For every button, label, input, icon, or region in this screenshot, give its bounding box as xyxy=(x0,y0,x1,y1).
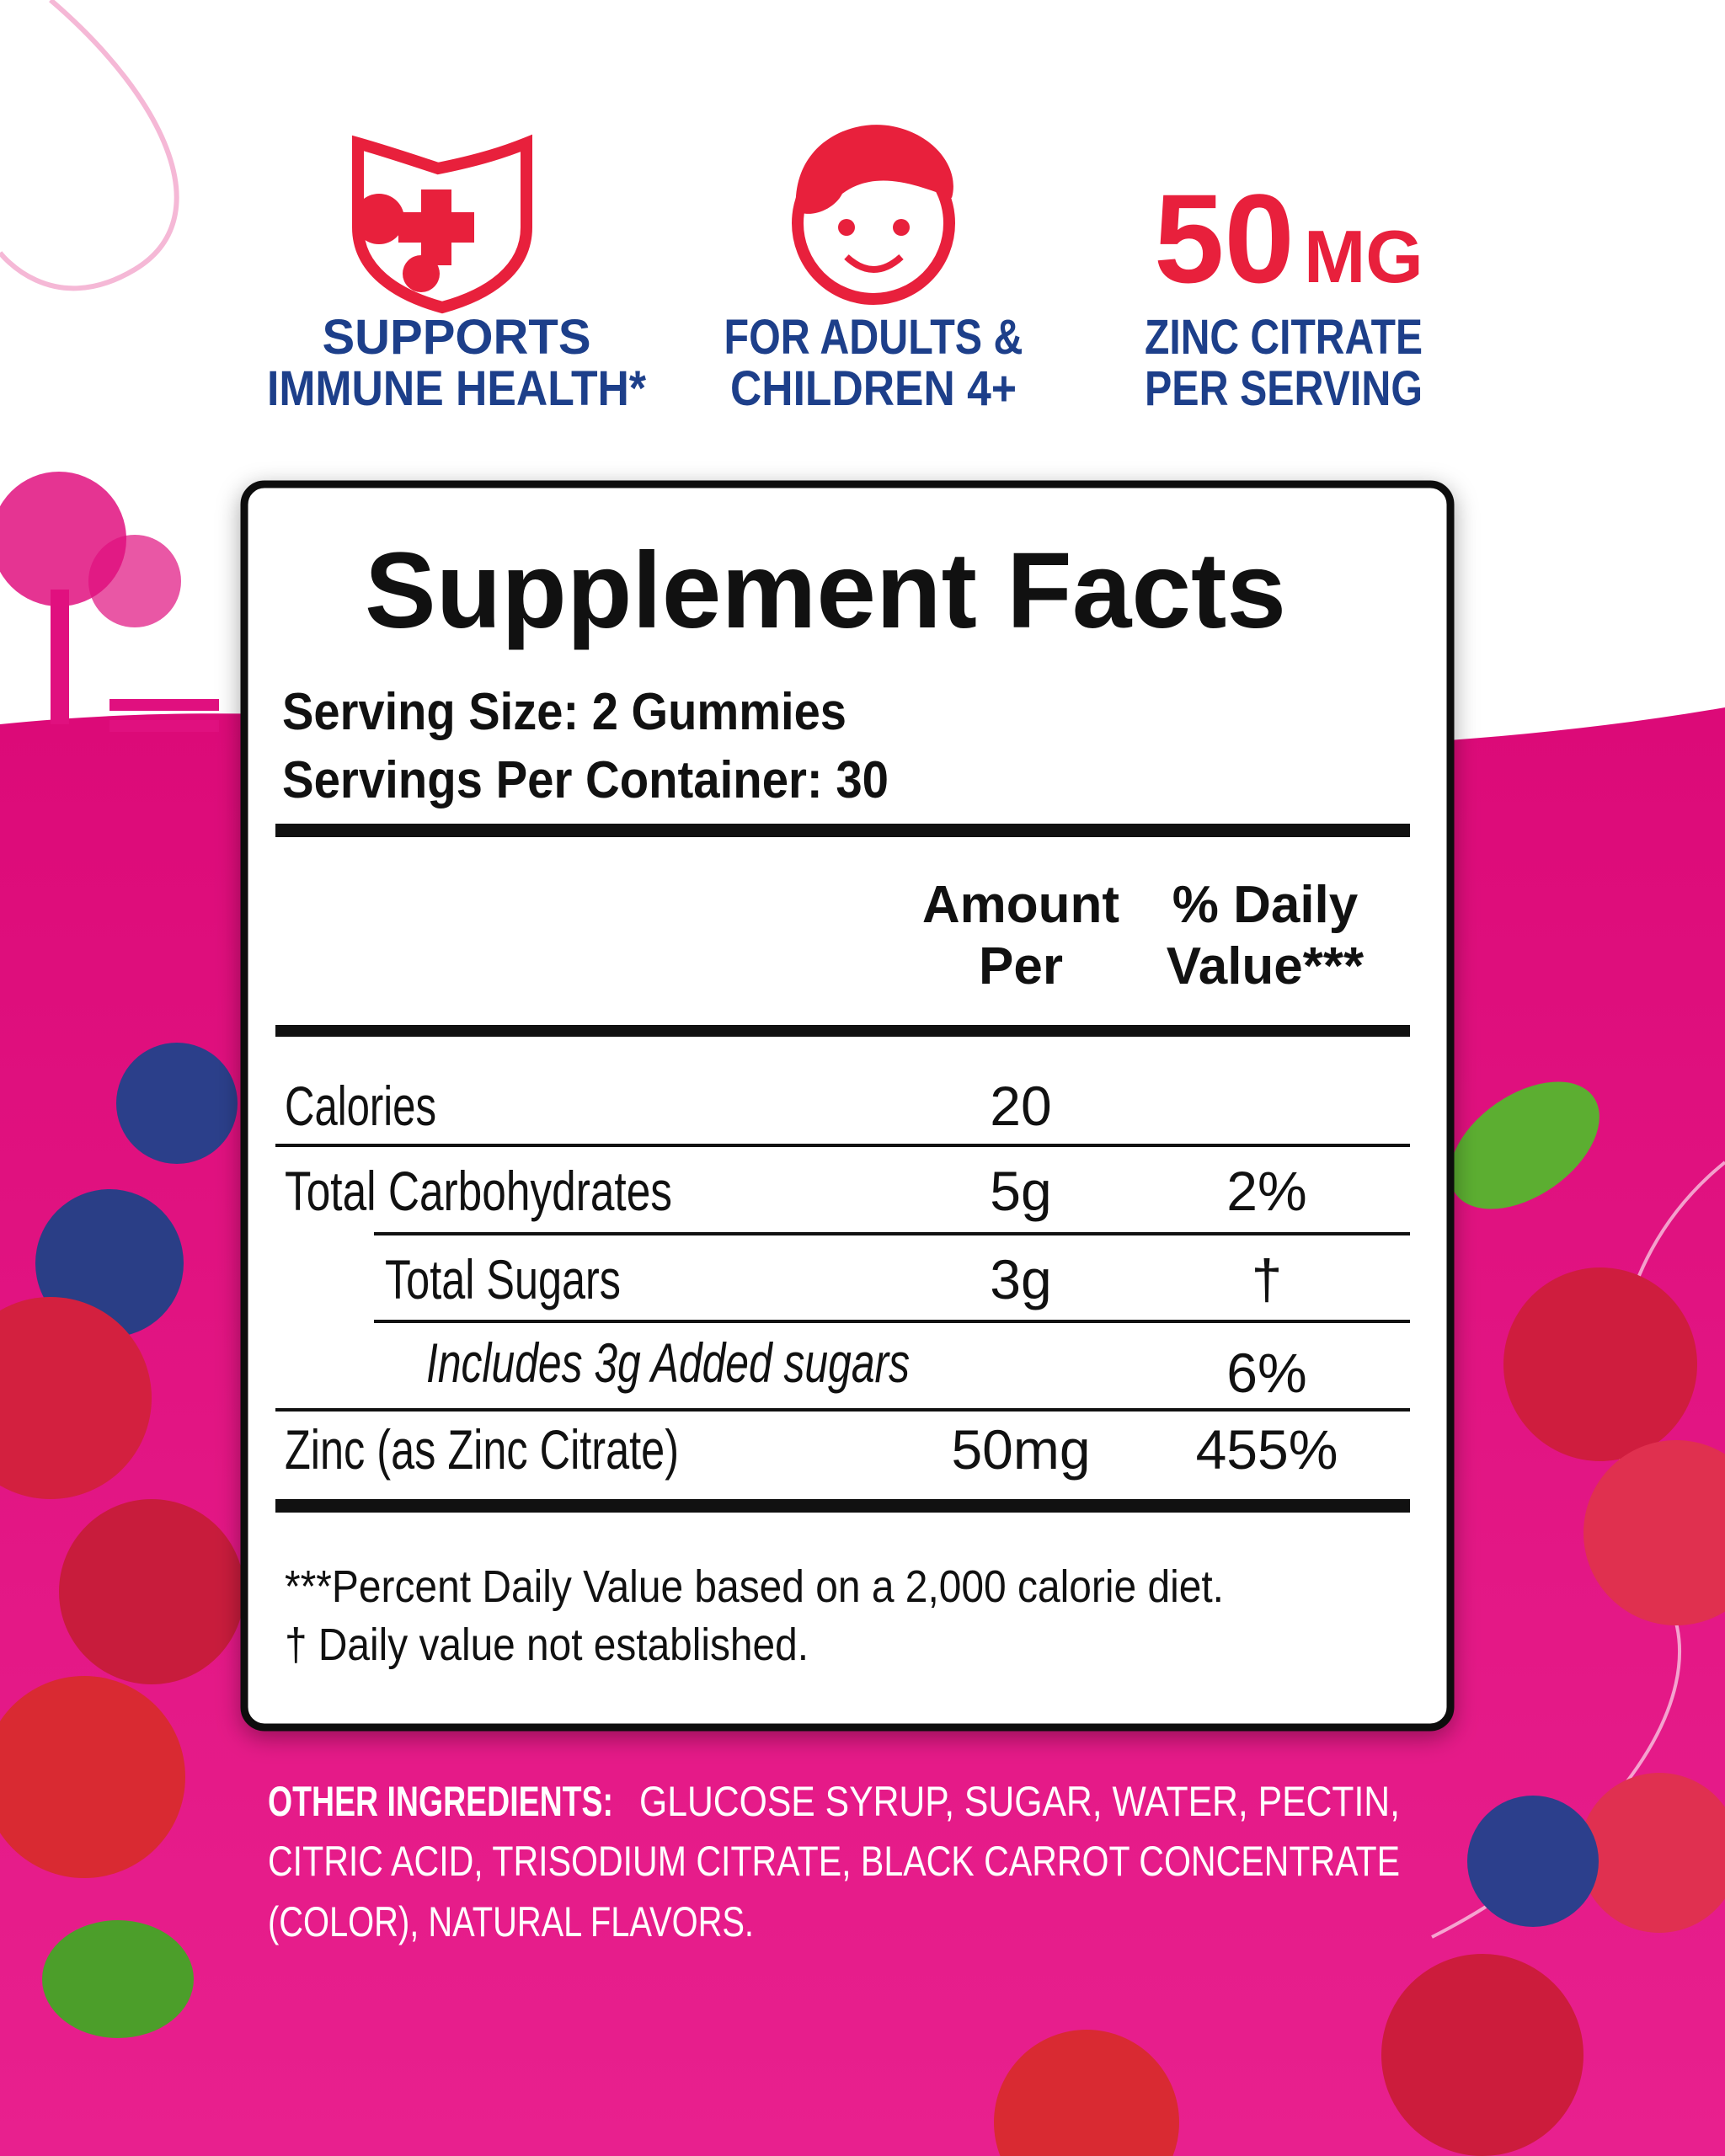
servings-per-container: Servings Per Container: 30 xyxy=(282,751,889,809)
rule-thin xyxy=(275,1144,1410,1147)
nutrient-name: Total Carbohydrates xyxy=(285,1160,672,1222)
column-header: Per xyxy=(979,937,1063,995)
feature-amount: 50 xyxy=(1154,168,1295,309)
facts-title: Supplement Facts xyxy=(365,531,1286,651)
facts-panel xyxy=(240,480,1455,1732)
feature-text: ZINC CITRATE xyxy=(1145,310,1423,365)
rule-thick xyxy=(275,824,1410,837)
feature-text: CHILDREN 4+ xyxy=(730,361,1017,416)
nutrient-name: Zinc (as Zinc Citrate) xyxy=(285,1418,679,1481)
rule-thin xyxy=(275,1408,1410,1412)
nutrient-daily-value: 6% xyxy=(1226,1342,1306,1404)
column-header: % Daily xyxy=(1172,876,1359,934)
ingredients-text: GLUCOSE SYRUP, SUGAR, WATER, PECTIN, xyxy=(639,1778,1400,1825)
nutrient-amount: 20 xyxy=(990,1075,1051,1137)
rule-thick xyxy=(275,1025,1410,1037)
nutrient-daily-value: 2% xyxy=(1226,1160,1306,1222)
nutrient-amount: 5g xyxy=(990,1160,1051,1222)
nutrient-name: Calories xyxy=(285,1075,436,1137)
nutrient-amount: 3g xyxy=(990,1248,1051,1310)
fruit-decoration xyxy=(0,1043,1725,2156)
footnote: † Daily value not established. xyxy=(285,1620,809,1670)
nutrient-amount: 50mg xyxy=(951,1418,1090,1481)
feature-text: PER SERVING xyxy=(1145,361,1423,416)
feature-text: SUPPORTS xyxy=(322,310,590,365)
deco-swirl xyxy=(0,0,179,291)
nutrient-name: Includes 3g Added sugars xyxy=(426,1331,910,1394)
ingredients-label: OTHER INGREDIENTS: xyxy=(268,1778,613,1825)
tree-decoration xyxy=(0,472,219,732)
facts-rows: Calories 20 Total Carbohydrates 5g 2% Total S… xyxy=(275,1075,1410,1481)
rule-thick xyxy=(275,1499,1410,1513)
rule-thin xyxy=(374,1232,1410,1235)
immune-icon xyxy=(352,134,532,314)
feature-text: FOR ADULTS & xyxy=(724,310,1023,365)
ingredients-text: CITRIC ACID, TRISODIUM CITRATE, BLACK CA… xyxy=(268,1838,1400,1885)
column-header: Value*** xyxy=(1167,937,1365,995)
rule-thin xyxy=(374,1320,1410,1323)
feature-unit: MG xyxy=(1304,215,1423,298)
nutrient-daily-value: † xyxy=(1252,1248,1283,1310)
nutrient-daily-value: 455% xyxy=(1196,1418,1338,1481)
column-header: Amount xyxy=(922,876,1119,934)
nutrient-name: Total Sugars xyxy=(385,1248,621,1310)
child-icon xyxy=(792,125,955,305)
serving-size: Serving Size: 2 Gummies xyxy=(282,683,846,741)
footnote: ***Percent Daily Value based on a 2,000 … xyxy=(285,1561,1224,1612)
ingredients-text: (COLOR), NATURAL FLAVORS. xyxy=(268,1898,754,1945)
feature-text: IMMUNE HEALTH* xyxy=(267,361,646,416)
